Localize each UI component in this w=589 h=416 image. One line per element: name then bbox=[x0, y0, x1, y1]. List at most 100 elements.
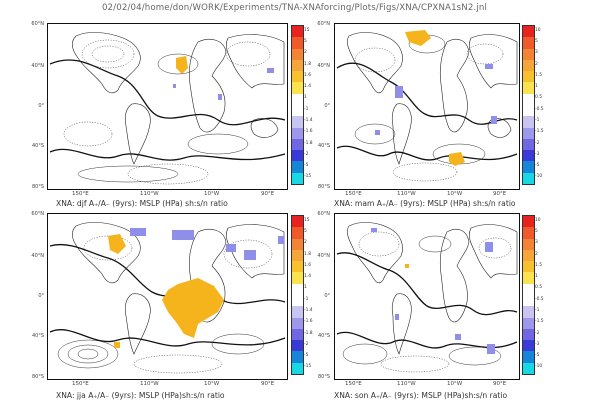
colorbar-label: -2 bbox=[304, 341, 309, 347]
map-jja bbox=[47, 213, 288, 380]
colorbar-swatch bbox=[292, 172, 303, 184]
lat-label: 40°S bbox=[317, 143, 330, 149]
colorbar-swatch bbox=[292, 351, 303, 363]
colorbar-swatch bbox=[292, 306, 303, 318]
colorbar-swatch bbox=[292, 59, 303, 72]
colorbar-swatch bbox=[292, 93, 303, 105]
colorbar-swatch bbox=[523, 261, 534, 273]
lon-label: 90°E bbox=[493, 381, 507, 387]
lon-label: 150°E bbox=[345, 381, 362, 387]
lon-label: 150°E bbox=[345, 191, 362, 197]
colorbar-label: -1.6 bbox=[304, 319, 313, 325]
colorbar-swatch bbox=[523, 37, 534, 49]
colorbar-label: -0.5 bbox=[535, 106, 544, 112]
colorbar-label: -10 bbox=[535, 174, 543, 180]
coastline-south-america bbox=[391, 103, 412, 165]
coastline-asia bbox=[469, 34, 518, 89]
coastline-north-america bbox=[347, 222, 403, 284]
lat-label: 40°N bbox=[317, 253, 330, 259]
colorbar-swatch bbox=[523, 283, 534, 295]
colorbar-label: -1.5 bbox=[535, 319, 544, 325]
lon-label: 150°E bbox=[72, 191, 89, 197]
colorbar-label: -3 bbox=[535, 151, 540, 157]
lon-label: 110°W bbox=[140, 191, 159, 197]
colorbar-swatch bbox=[523, 71, 534, 83]
colorbar-label: -1.4 bbox=[304, 117, 313, 123]
colorbar-swatch bbox=[523, 59, 534, 72]
colorbar-swatch bbox=[523, 317, 534, 329]
colorbar-label: 1.5 bbox=[535, 262, 542, 268]
colorbar-label: -1.5 bbox=[535, 129, 544, 135]
colorbar-swatch bbox=[292, 340, 303, 352]
lat-label: 60°N bbox=[317, 211, 330, 217]
lat-label: 80°S bbox=[317, 374, 330, 380]
lat-label: 60°N bbox=[31, 21, 44, 27]
coastline-europe-africa bbox=[188, 229, 227, 323]
map-djf bbox=[47, 23, 288, 190]
colorbar-label: -5 bbox=[304, 353, 309, 359]
panel-caption: XNA: djf A₊/A₋ (9yrs): MSLP (HPa) sh:s/n… bbox=[56, 199, 228, 208]
colorbar-label: 1.5 bbox=[535, 72, 542, 78]
colorbar-swatch bbox=[523, 127, 534, 139]
colorbar-label: -2 bbox=[535, 330, 540, 336]
lat-label: 40°N bbox=[31, 63, 44, 69]
significant-region-positive bbox=[162, 278, 224, 338]
colorbar-label: 1.8 bbox=[304, 61, 311, 67]
coastline-north-america bbox=[347, 32, 403, 94]
colorbar-swatch bbox=[292, 82, 303, 94]
colorbar-swatch bbox=[523, 104, 534, 117]
contour-zero-south bbox=[336, 331, 518, 349]
colorbar-label: 1 bbox=[535, 84, 538, 90]
colorbar-label: 5 bbox=[535, 38, 538, 44]
lat-label: 0° bbox=[38, 103, 44, 109]
colorbar-label: 0.5 bbox=[535, 285, 542, 291]
colorbar-swatch bbox=[292, 116, 303, 128]
colorbar-label: 0.5 bbox=[535, 95, 542, 101]
lat-label: 0° bbox=[38, 293, 44, 299]
colorbar-label: 3 bbox=[535, 50, 538, 56]
colorbar-swatch bbox=[523, 340, 534, 352]
colorbar-label: 1.4 bbox=[304, 84, 311, 90]
colorbar-label: 2 bbox=[535, 251, 538, 257]
lat-label: 80°S bbox=[31, 184, 44, 190]
colorbar-label: 15 bbox=[304, 27, 310, 33]
colorbar-swatch bbox=[292, 272, 303, 284]
coastline-europe-africa bbox=[439, 39, 470, 133]
contour-zero bbox=[336, 62, 518, 125]
colorbar bbox=[291, 215, 304, 375]
colorbar-label: -5 bbox=[535, 353, 540, 359]
lon-label: 110°W bbox=[397, 381, 416, 387]
lon-label: 110°W bbox=[140, 381, 159, 387]
colorbar-label: -1 bbox=[304, 106, 309, 112]
lat-label: 0° bbox=[324, 293, 330, 299]
lon-label: 150°E bbox=[72, 381, 89, 387]
colorbar-label: -5 bbox=[304, 163, 309, 169]
coastline-europe-africa bbox=[439, 229, 470, 323]
colorbar-swatch bbox=[292, 26, 303, 38]
colorbar-label: 1 bbox=[535, 274, 538, 280]
colorbar-label: -0.5 bbox=[535, 296, 544, 302]
colorbar-label: -2 bbox=[535, 140, 540, 146]
colorbar-label: -2 bbox=[304, 151, 309, 157]
colorbar-label: -3 bbox=[535, 341, 540, 347]
coastline-south-america bbox=[391, 293, 412, 355]
colorbar-label: -1 bbox=[535, 307, 540, 313]
lat-label: 40°N bbox=[317, 63, 330, 69]
colorbar-label: 1 bbox=[304, 285, 307, 291]
colorbar-swatch bbox=[523, 161, 534, 173]
significant-region-negative bbox=[485, 242, 493, 252]
colorbar-label: -5 bbox=[535, 163, 540, 169]
colorbar-label: 1 bbox=[304, 95, 307, 101]
colorbar bbox=[291, 25, 304, 185]
significant-region-positive bbox=[405, 264, 409, 268]
colorbar-swatch bbox=[523, 362, 534, 374]
colorbar-swatch bbox=[523, 26, 534, 38]
colorbar-label: 1.4 bbox=[304, 274, 311, 280]
colorbar-swatch bbox=[523, 238, 534, 250]
colorbar-swatch bbox=[292, 227, 303, 239]
colorbar-label: 1.8 bbox=[304, 251, 311, 257]
significant-region-negative bbox=[130, 228, 146, 236]
colorbar-swatch bbox=[292, 104, 303, 117]
lat-label: 40°S bbox=[31, 333, 44, 339]
colorbar-label: 15 bbox=[304, 217, 310, 223]
